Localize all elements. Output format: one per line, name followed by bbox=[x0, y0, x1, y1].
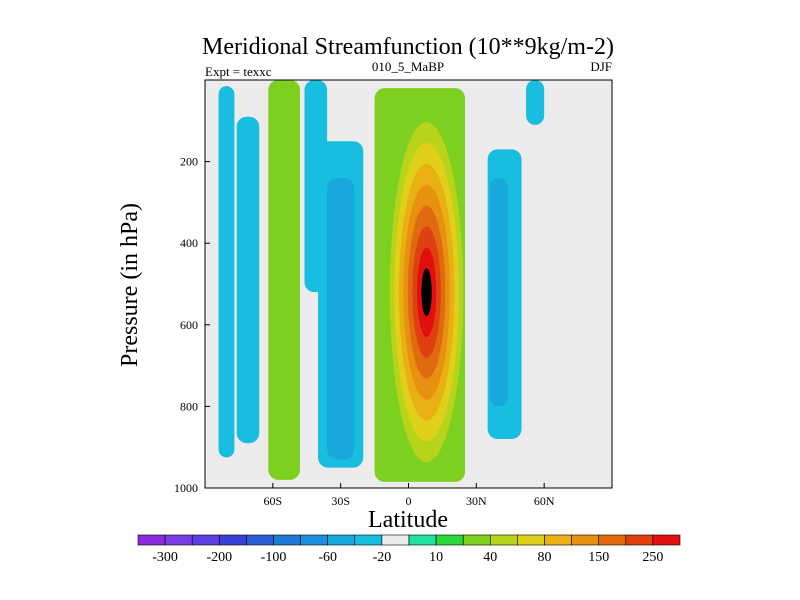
x-tick-label-1: 60S bbox=[263, 494, 282, 508]
contour-band-2 bbox=[236, 116, 260, 444]
colorbar-label-7: 40 bbox=[483, 550, 497, 565]
colorbar-label-10: 250 bbox=[642, 550, 663, 565]
colorbar-swatch-13 bbox=[462, 534, 491, 546]
colorbar-swatch-19 bbox=[625, 534, 654, 546]
colorbar-swatch-16 bbox=[544, 534, 572, 546]
colorbar-swatch-18 bbox=[598, 534, 627, 546]
colorbar-label-6: 10 bbox=[429, 550, 443, 565]
colorbar-swatch-8 bbox=[327, 534, 356, 546]
colorbar-swatch-20 bbox=[652, 534, 681, 546]
x-axis-label: Latitude bbox=[368, 507, 448, 533]
y-tick-label-5: 1000 bbox=[174, 481, 198, 495]
contour-band-9 bbox=[489, 177, 508, 407]
colorbar-swatch-15 bbox=[517, 534, 545, 546]
colorbar-label-8: 80 bbox=[538, 550, 552, 565]
x-axis: 60S 30S 0 30N 60N bbox=[263, 483, 555, 508]
y-tick-label-2: 400 bbox=[180, 236, 198, 250]
y-axis-label: Pressure (in hPa) bbox=[117, 203, 143, 367]
x-tick-label-4: 30N bbox=[466, 494, 487, 508]
contour-band-6 bbox=[327, 177, 355, 460]
colorbar-label-1: -300 bbox=[152, 550, 178, 565]
colorbar-swatch-17 bbox=[571, 534, 599, 546]
colorbar-label-3: -100 bbox=[261, 550, 287, 565]
colorbar-swatch-1 bbox=[137, 534, 166, 546]
contour-band-3 bbox=[268, 80, 300, 480]
season-label: DJF bbox=[590, 59, 612, 74]
colorbar-swatch-10 bbox=[381, 534, 410, 546]
x-tick-label-2: 30S bbox=[331, 494, 350, 508]
period-label: 010_5_MaBP bbox=[372, 59, 444, 74]
chart-title: Meridional Streamfunction (10**9kg/m-2) bbox=[202, 34, 614, 60]
colorbar-swatch-3 bbox=[191, 534, 220, 546]
contour-band-10 bbox=[526, 80, 545, 125]
x-tick-label-5: 60N bbox=[534, 494, 555, 508]
colorbar-swatch-12 bbox=[435, 534, 464, 546]
y-tick-label-3: 600 bbox=[180, 318, 198, 332]
colorbar-swatch-5 bbox=[246, 534, 274, 546]
experiment-label: Expt = texxc bbox=[205, 64, 272, 79]
colorbar-swatch-4 bbox=[219, 534, 247, 546]
y-tick-label-1: 200 bbox=[180, 155, 198, 169]
colorbar-swatch-9 bbox=[354, 534, 383, 546]
colorbar: -300 -200 -100 -60 -20 10 40 80 150 250 bbox=[137, 534, 681, 565]
contour-band-1 bbox=[218, 86, 235, 458]
colorbar-swatch-14 bbox=[489, 534, 518, 546]
colorbar-swatch-2 bbox=[164, 534, 193, 546]
colorbar-label-5: -20 bbox=[373, 550, 392, 565]
core-contour-8 bbox=[421, 268, 432, 317]
colorbar-label-2: -200 bbox=[206, 550, 232, 565]
colorbar-swatch-11 bbox=[408, 534, 437, 546]
colorbar-swatch-6 bbox=[273, 534, 301, 546]
colorbar-label-4: -60 bbox=[318, 550, 337, 565]
y-axis: 200 400 600 800 1000 bbox=[174, 155, 210, 495]
plot-area bbox=[205, 80, 612, 488]
y-tick-label-4: 800 bbox=[180, 399, 198, 413]
colorbar-swatch-7 bbox=[300, 534, 329, 546]
x-tick-label-3: 0 bbox=[406, 494, 412, 508]
colorbar-label-9: 150 bbox=[588, 550, 609, 565]
